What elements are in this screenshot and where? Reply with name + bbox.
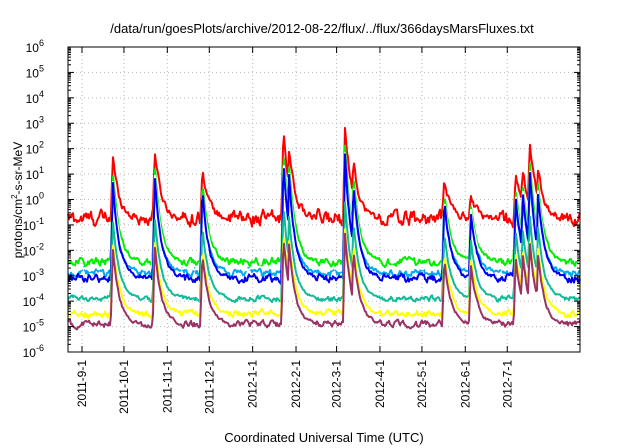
x-axis-label: Coordinated Universal Time (UTC) bbox=[224, 430, 423, 445]
y-tick-base: 10 bbox=[26, 194, 40, 208]
y-tick-base: 10 bbox=[26, 41, 40, 55]
y-tick-label: 10-2 bbox=[23, 241, 44, 258]
x-tick-label: 2012-2-1 bbox=[289, 360, 303, 408]
y-tick-base: 10 bbox=[23, 321, 37, 335]
x-tick-label: 2012-5-1 bbox=[415, 360, 429, 408]
series-line-8 bbox=[67, 232, 581, 331]
y-tick-exp: -3 bbox=[36, 267, 44, 277]
y-tick-label: 10-6 bbox=[23, 343, 44, 360]
y-tick-base: 10 bbox=[26, 168, 40, 182]
y-tick-label: 105 bbox=[26, 63, 44, 80]
y-tick-base: 10 bbox=[23, 244, 37, 258]
y-tick-label: 10-1 bbox=[23, 216, 44, 233]
y-tick-label: 102 bbox=[26, 140, 44, 157]
y-tick-exp: 0 bbox=[39, 191, 44, 201]
y-tick-label: 101 bbox=[26, 165, 44, 182]
y-tick-label: 10-3 bbox=[23, 267, 44, 284]
y-tick-exp: 5 bbox=[39, 63, 44, 73]
y-tick-base: 10 bbox=[23, 270, 37, 284]
y-tick-label: 10-4 bbox=[23, 292, 44, 309]
y-tick-exp: 4 bbox=[39, 89, 44, 99]
x-tick-label: 2012-7-1 bbox=[500, 360, 514, 408]
y-tick-exp: 2 bbox=[39, 140, 44, 150]
x-tick-label: 2011-12-1 bbox=[202, 360, 216, 414]
y-axis-label-sup: 2 bbox=[10, 194, 19, 199]
y-tick-base: 10 bbox=[26, 143, 40, 157]
y-tick-exp: -6 bbox=[36, 343, 44, 353]
chart-title: /data/run/goesPlots/archive/2012-08-22/f… bbox=[110, 21, 534, 36]
y-tick-exp: 6 bbox=[39, 38, 44, 48]
x-tick-label: 2012-4-1 bbox=[373, 360, 387, 408]
x-tick-label: 2012-3-1 bbox=[330, 360, 344, 408]
y-axis: 10610510410310210110010-110-210-310-410-… bbox=[23, 38, 580, 360]
y-tick-exp: 1 bbox=[39, 165, 44, 175]
y-tick-label: 103 bbox=[26, 114, 44, 131]
x-tick-label: 2011-11-1 bbox=[160, 360, 174, 413]
y-tick-base: 10 bbox=[23, 219, 37, 233]
series-layer bbox=[67, 126, 581, 331]
y-tick-base: 10 bbox=[23, 346, 37, 360]
x-tick-label: 2012-6-1 bbox=[458, 360, 472, 408]
y-tick-base: 10 bbox=[26, 66, 40, 80]
y-axis-label: protons/cm2-s-sr-MeV bbox=[10, 142, 25, 258]
x-tick-label: 2011-10-1 bbox=[117, 360, 131, 414]
y-tick-exp: -1 bbox=[36, 216, 44, 226]
y-tick-label: 106 bbox=[26, 38, 44, 55]
x-tick-label: 2011-9-1 bbox=[75, 360, 89, 407]
x-tick-label: 2012-1-1 bbox=[246, 360, 260, 408]
y-tick-exp: -5 bbox=[36, 318, 44, 328]
y-tick-base: 10 bbox=[26, 92, 40, 106]
y-axis-label-post: -s-sr-MeV bbox=[11, 142, 25, 195]
y-tick-exp: -2 bbox=[36, 241, 44, 251]
y-tick-label: 10-5 bbox=[23, 318, 44, 335]
y-tick-label: 104 bbox=[26, 89, 44, 106]
y-tick-label: 100 bbox=[26, 191, 44, 208]
x-axis: 2011-9-1 2011-10-1 2011-11-1 2011-12-1 2012-… bbox=[75, 47, 514, 414]
y-tick-exp: 3 bbox=[39, 114, 44, 124]
y-axis-label-pre: protons/cm bbox=[11, 199, 25, 258]
y-tick-base: 10 bbox=[23, 295, 37, 309]
y-tick-base: 10 bbox=[26, 117, 40, 131]
y-tick-exp: -4 bbox=[36, 292, 44, 302]
